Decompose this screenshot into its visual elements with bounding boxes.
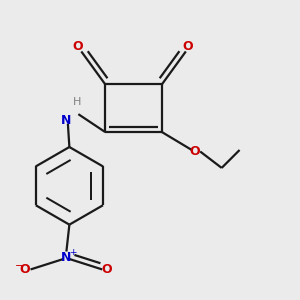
Text: O: O bbox=[72, 40, 83, 53]
Text: H: H bbox=[73, 97, 81, 107]
Text: O: O bbox=[190, 145, 200, 158]
Text: O: O bbox=[20, 263, 31, 276]
Text: −: − bbox=[14, 261, 24, 271]
Text: O: O bbox=[102, 263, 112, 276]
Text: +: + bbox=[69, 248, 77, 256]
Text: O: O bbox=[182, 40, 193, 53]
Text: N: N bbox=[61, 251, 72, 264]
Text: N: N bbox=[61, 114, 72, 127]
